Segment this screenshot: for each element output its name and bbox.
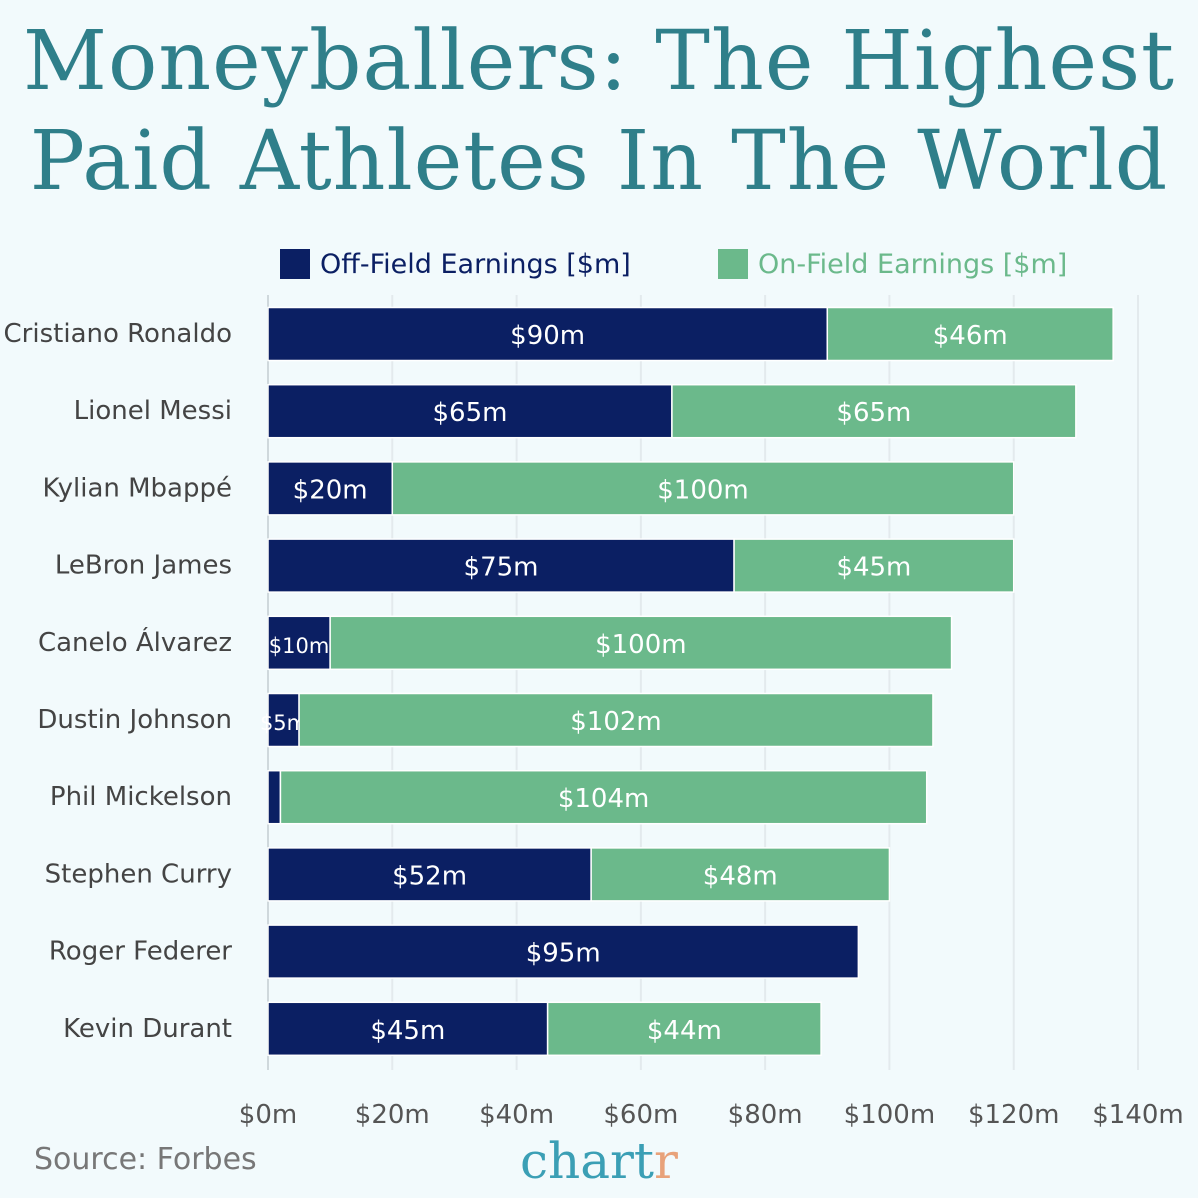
data-label: $100m: [595, 630, 687, 660]
bar-segment: [298, 692, 934, 748]
data-label: $46m: [933, 321, 1008, 351]
legend-label: On-Field Earnings [$m]: [758, 249, 1067, 280]
title-line-1: Moneyballers: The Highest: [22, 14, 1176, 109]
bar-segment: [267, 538, 735, 593]
data-label: $45m: [836, 553, 911, 583]
bar-segment: [826, 306, 1114, 362]
data-label: $48m: [703, 861, 778, 891]
chartr-logo: chartr: [520, 1132, 678, 1190]
logo-main: chart: [520, 1132, 655, 1190]
data-label: $65m: [836, 398, 911, 428]
bar-segment: [671, 383, 1077, 439]
data-label: $65m: [432, 398, 507, 428]
bar-segment: [267, 1001, 549, 1057]
category-label: LeBron James: [55, 551, 232, 581]
x-tick-label: $60m: [603, 1100, 678, 1130]
chart-title: Moneyballers: The Highest Paid Athletes …: [0, 12, 1198, 212]
logo-accent: r: [654, 1132, 678, 1190]
data-label: $45m: [370, 1016, 445, 1046]
bar-segment: [590, 847, 891, 902]
x-tick-label: $0m: [239, 1100, 297, 1130]
category-label: Phil Mickelson: [50, 782, 232, 812]
category-label: Kevin Durant: [63, 1014, 232, 1044]
category-label: Roger Federer: [49, 937, 232, 967]
data-label: $44m: [647, 1016, 722, 1046]
bar-segment: [267, 692, 300, 748]
data-label: $95m: [526, 939, 601, 969]
x-tick-label: $20m: [355, 1100, 430, 1130]
title-line-2: Paid Athletes In The World: [29, 114, 1169, 209]
bar-segment: [546, 1001, 822, 1057]
category-label: Stephen Curry: [45, 859, 232, 889]
data-label: $104m: [558, 784, 650, 814]
source-note: Source: Forbes: [34, 1142, 257, 1177]
data-label: $90m: [510, 321, 585, 351]
bar-segment: [391, 461, 1015, 516]
legend-label: Off-Field Earnings [$m]: [320, 249, 631, 280]
data-label: $102m: [570, 707, 662, 737]
x-tick-label: $100m: [844, 1100, 936, 1130]
data-label: $10m: [269, 634, 330, 658]
x-tick-label: $80m: [728, 1100, 803, 1130]
bar-segment: [267, 924, 860, 979]
data-label: $52m: [392, 861, 467, 891]
legend-swatch: [280, 249, 310, 279]
legend-swatch: [718, 249, 748, 279]
data-label: $20m: [293, 475, 368, 505]
bar-segment: [733, 538, 1015, 593]
x-tick-label: $120m: [968, 1100, 1060, 1130]
category-label: Lionel Messi: [74, 396, 232, 426]
x-tick-label: $140m: [1092, 1100, 1184, 1130]
x-tick-label: $40m: [479, 1100, 554, 1130]
category-label: Canelo Álvarez: [38, 626, 232, 658]
data-label: $75m: [464, 553, 539, 583]
bar-segment: [329, 615, 953, 671]
bar-segment: [267, 769, 282, 825]
category-label: Cristiano Ronaldo: [4, 319, 232, 349]
category-label: Dustin Johnson: [37, 705, 232, 735]
bar-segment: [267, 383, 673, 439]
category-label: Kylian Mbappé: [42, 473, 232, 503]
data-label: $100m: [657, 475, 749, 505]
bar-segment: [279, 769, 928, 825]
